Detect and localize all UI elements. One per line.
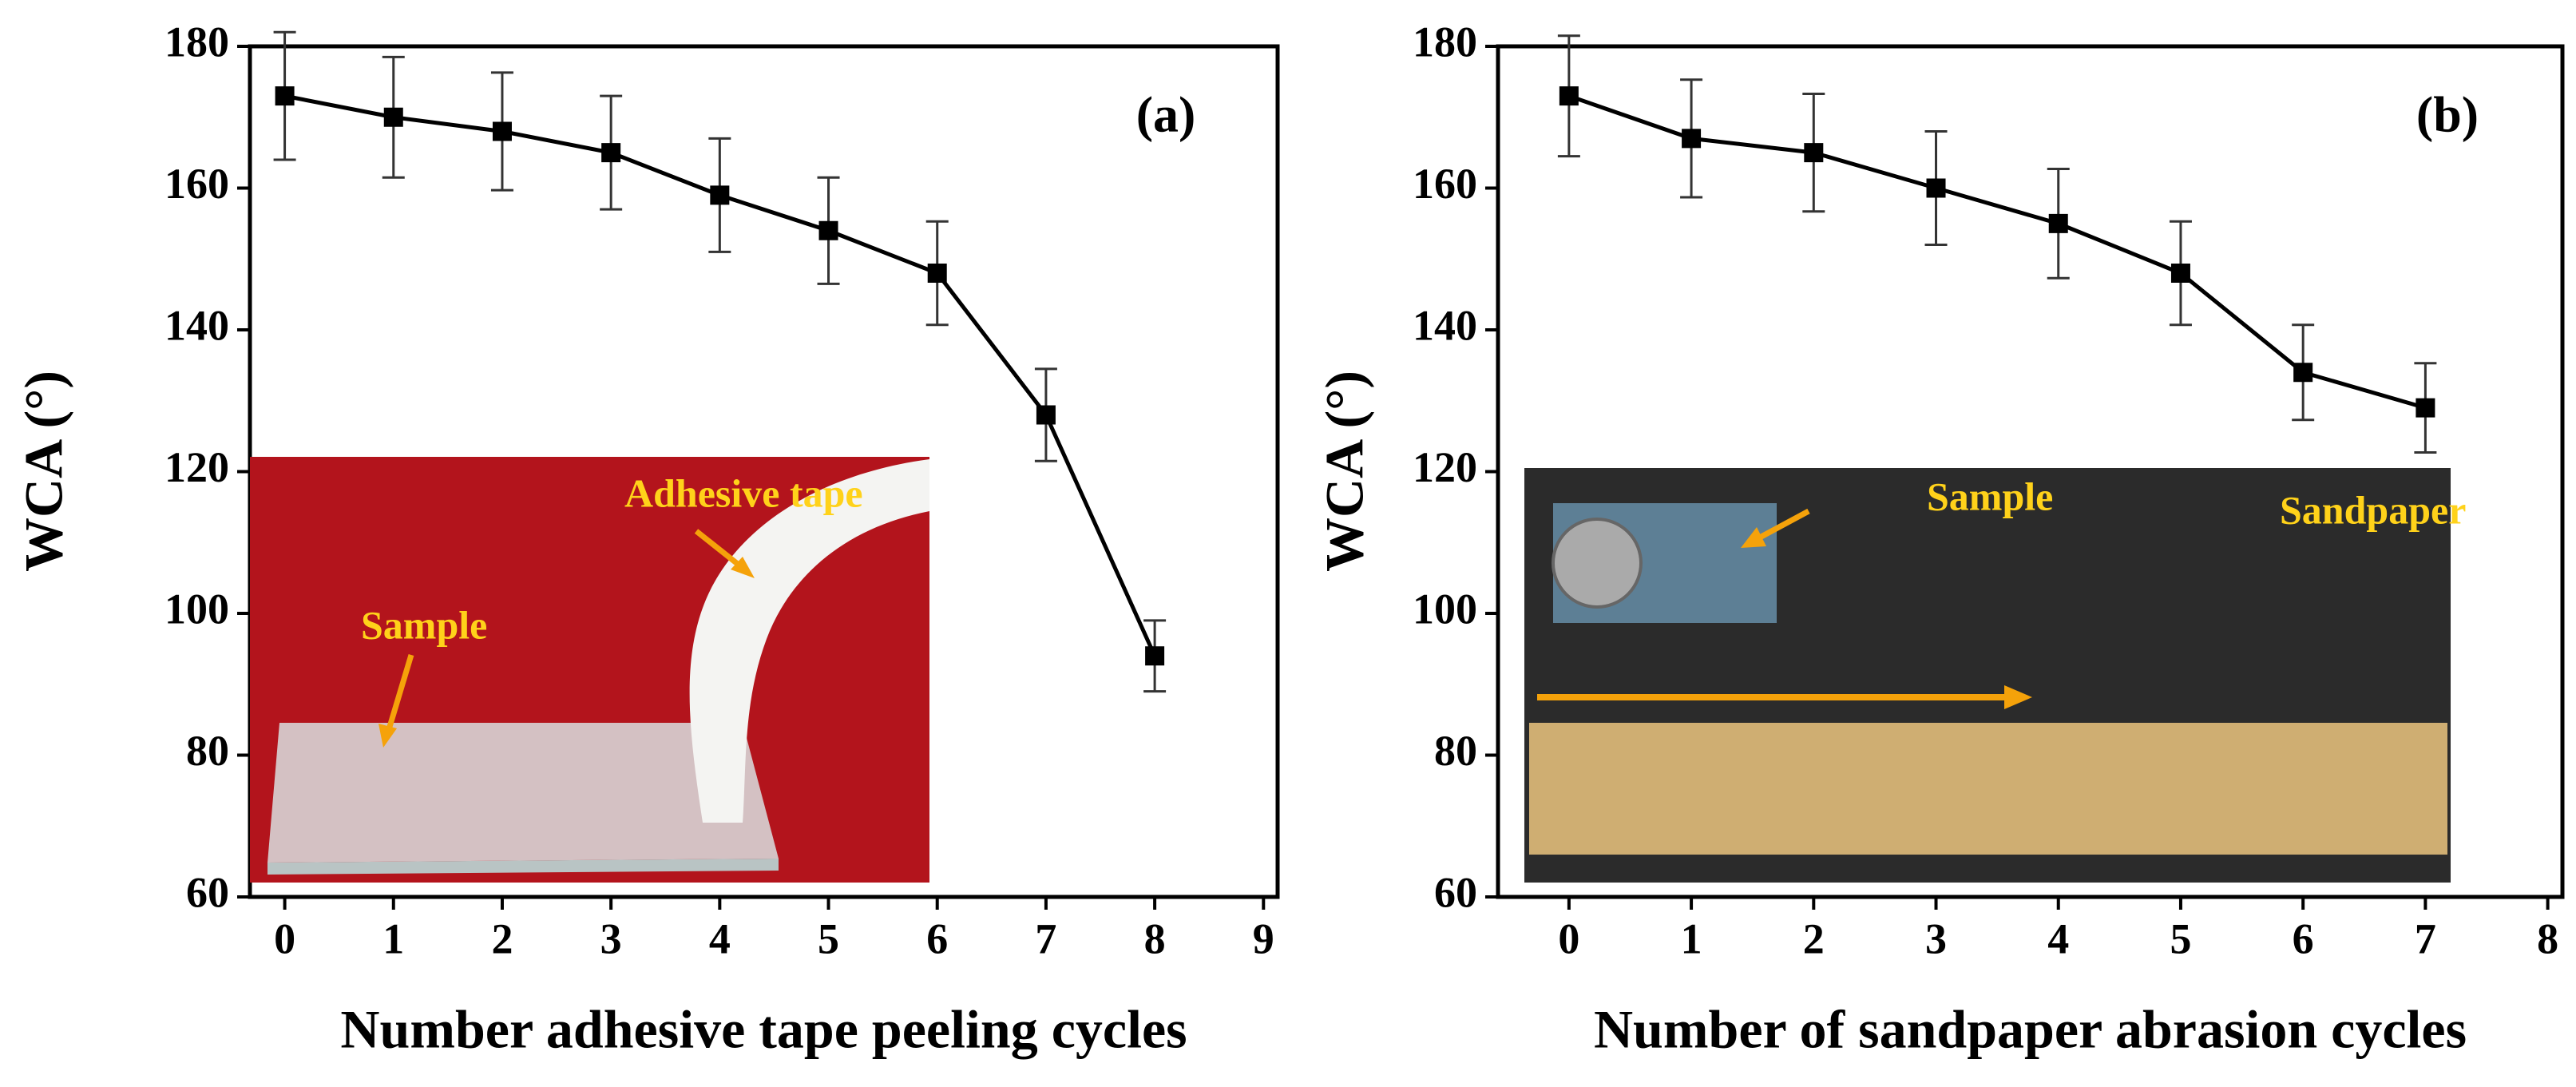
data-point xyxy=(383,107,403,127)
x-tick-label: 5 xyxy=(818,914,839,962)
y-tick-label: 120 xyxy=(1413,443,1477,491)
x-tick-label: 0 xyxy=(274,914,295,962)
annotation: Sample xyxy=(1927,474,2053,518)
data-point xyxy=(2415,398,2435,418)
y-tick-label: 180 xyxy=(1413,18,1477,65)
arrow xyxy=(384,653,414,736)
data-point xyxy=(1036,405,1056,425)
y-axis-title: WCA (°) xyxy=(1314,371,1375,572)
arrowhead xyxy=(1741,527,1766,548)
y-tick-label: 160 xyxy=(164,160,229,208)
data-point xyxy=(1559,86,1579,106)
y-tick-label: 160 xyxy=(1413,160,1477,208)
x-tick-label: 6 xyxy=(2293,914,2314,962)
y-tick-label: 80 xyxy=(186,727,229,775)
x-axis-title: Number of sandpaper abrasion cycles xyxy=(1594,999,2467,1060)
y-tick-label: 100 xyxy=(164,585,229,633)
x-tick-label: 3 xyxy=(600,914,622,962)
y-tick-label: 180 xyxy=(164,18,229,65)
arrowhead xyxy=(378,724,397,748)
y-tick-label: 120 xyxy=(164,443,229,491)
panel-label: (a) xyxy=(1136,86,1196,143)
photo-insets xyxy=(250,457,2451,883)
data-point xyxy=(818,220,838,240)
x-tick-label: 8 xyxy=(1144,914,1166,962)
chart: 60 80 100 120 140 160 180 0 1 2 3 4 5 6 7 8 Number of sa… xyxy=(1314,18,2565,1060)
y-tick-label: 140 xyxy=(1413,301,1477,349)
annotation: Sample xyxy=(361,602,487,647)
x-tick-label: 0 xyxy=(1558,914,1579,962)
x-tick-label: 1 xyxy=(1681,914,1702,962)
x-tick-label: 8 xyxy=(2537,914,2558,962)
arrowhead xyxy=(731,557,755,578)
panel-label: (b) xyxy=(2416,86,2479,143)
x-tick-label: 6 xyxy=(926,914,948,962)
sandpaper-photo xyxy=(1524,468,2451,883)
tape-strip xyxy=(689,459,929,823)
arrow xyxy=(1755,508,1810,542)
y-tick-label: 140 xyxy=(164,301,229,349)
data-point xyxy=(927,264,947,283)
x-tick-label: 9 xyxy=(1253,914,1274,962)
data-point xyxy=(2170,264,2190,283)
data-point xyxy=(1926,178,1946,198)
ruler xyxy=(1529,723,2447,855)
data-point xyxy=(601,143,621,163)
arrowhead xyxy=(2004,685,2032,709)
tape-photo xyxy=(250,457,929,883)
y-tick-label: 60 xyxy=(186,868,229,916)
x-tick-label: 2 xyxy=(1803,914,1825,962)
data-point xyxy=(710,185,730,205)
glass-slide xyxy=(268,723,779,863)
y-tick-label: 80 xyxy=(1434,727,1477,775)
x-tick-label: 7 xyxy=(1035,914,1056,962)
data-point xyxy=(1804,143,1824,163)
data-point xyxy=(275,86,295,106)
chart: 60 80 100 120 140 160 180 0 1 2 3 4 5 6 7 8 9 Number adhe… xyxy=(14,18,1280,1060)
data-point xyxy=(1682,129,1702,149)
data-line xyxy=(1568,93,2427,411)
glass-edge xyxy=(268,859,779,875)
x-axis-title: Number adhesive tape peeling cycles xyxy=(340,999,1187,1060)
x-tick-label: 4 xyxy=(709,914,731,962)
y-tick-label: 100 xyxy=(1413,585,1477,633)
data-point xyxy=(1145,646,1165,666)
x-tick-label: 5 xyxy=(2170,914,2191,962)
annotation: Adhesive tape xyxy=(624,470,863,515)
x-tick-label: 3 xyxy=(1925,914,1947,962)
data-point xyxy=(2293,363,2313,383)
data-point xyxy=(2048,213,2068,233)
data-point xyxy=(492,121,512,141)
y-axis-title: WCA (°) xyxy=(14,371,74,572)
x-tick-label: 1 xyxy=(382,914,404,962)
x-tick-label: 2 xyxy=(491,914,513,962)
x-tick-label: 7 xyxy=(2415,914,2436,962)
y-tick-label: 60 xyxy=(1434,868,1477,916)
x-tick-label: 4 xyxy=(2047,914,2069,962)
weight xyxy=(1552,518,1643,609)
annotation: Sandpaper xyxy=(2280,487,2466,532)
